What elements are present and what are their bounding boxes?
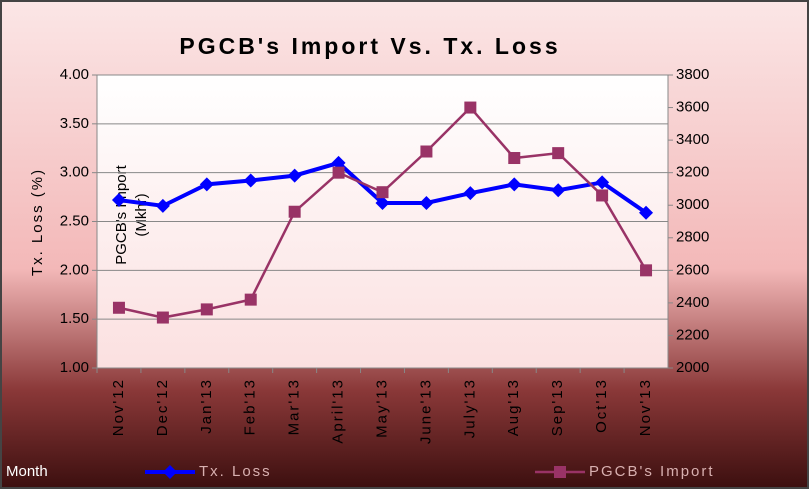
point xyxy=(155,198,170,213)
y-tick-label: 4.00 xyxy=(60,66,89,83)
y2-tick-label: 3000 xyxy=(676,196,709,213)
point xyxy=(508,152,521,165)
point xyxy=(464,101,477,114)
x-tick-label: Aug'13 xyxy=(505,378,522,436)
x-tick-label: Mar'13 xyxy=(286,378,303,435)
point xyxy=(419,195,434,210)
y2-tick-label: 2400 xyxy=(676,294,709,311)
y2-tick-label: 2200 xyxy=(676,326,709,343)
point xyxy=(551,183,566,198)
x-tick-label: Sep'13 xyxy=(549,378,566,436)
x-tick-label: June'13 xyxy=(417,378,434,444)
y-tick-label: 2.00 xyxy=(60,261,89,278)
point xyxy=(243,173,258,188)
x-axis-title: Month xyxy=(6,463,48,480)
y2-tick-label: 3400 xyxy=(676,131,709,148)
series xyxy=(112,101,653,324)
point xyxy=(463,186,478,201)
y2-axis-title: (Mkhr) xyxy=(133,193,150,236)
point xyxy=(420,145,433,158)
point xyxy=(331,155,346,170)
point xyxy=(639,205,654,220)
point xyxy=(595,175,610,190)
y-tick-label: 1.50 xyxy=(60,310,89,327)
point xyxy=(200,303,213,316)
y-tick-label: 3.00 xyxy=(60,164,89,181)
y2-tick-label: 2800 xyxy=(676,229,709,246)
point xyxy=(287,168,302,183)
y2-tick-label: 2600 xyxy=(676,261,709,278)
y-tick-label: 1.00 xyxy=(60,359,89,376)
x-tick-label: Jan'13 xyxy=(198,378,215,434)
y-tick-label: 2.50 xyxy=(60,212,89,229)
legend-marker xyxy=(554,466,566,478)
legend-marker xyxy=(163,465,177,479)
point xyxy=(552,147,565,160)
x-tick-label: Nov'12 xyxy=(110,378,127,436)
x-tick-label: Feb'13 xyxy=(242,378,259,435)
y2-tick-label: 3800 xyxy=(676,66,709,83)
point xyxy=(112,301,125,314)
x-tick-label: Oct'13 xyxy=(593,378,610,433)
legend-label: PGCB's Import xyxy=(589,463,715,480)
point xyxy=(596,189,609,202)
y-tick-label: 3.50 xyxy=(60,115,89,132)
x-tick-label: Dec'12 xyxy=(154,378,171,436)
point xyxy=(199,177,214,192)
point xyxy=(111,193,126,208)
x-tick-label: July'13 xyxy=(461,378,478,438)
x-tick-label: Nov'13 xyxy=(637,378,654,436)
legend: Tx. Loss PGCB's Import xyxy=(145,463,715,480)
x-tick-label: April'13 xyxy=(330,378,347,444)
point xyxy=(332,166,345,179)
y2-axis-title: PGCB's Import xyxy=(113,164,130,264)
x-tick-label: May'13 xyxy=(373,378,390,438)
point xyxy=(288,205,301,218)
point xyxy=(244,293,257,306)
point xyxy=(156,311,169,324)
y2-tick-label: 2000 xyxy=(676,359,709,376)
legend-label: Tx. Loss xyxy=(199,463,272,480)
series xyxy=(111,155,654,220)
y2-tick-label: 3600 xyxy=(676,99,709,116)
point xyxy=(507,177,522,192)
point xyxy=(375,195,390,210)
y-axis-title: Tx. Loss (%) xyxy=(29,168,46,276)
chart-title: PGCB's Import Vs. Tx. Loss xyxy=(179,33,560,59)
point xyxy=(640,264,653,277)
y2-tick-label: 3200 xyxy=(676,164,709,181)
point xyxy=(376,186,389,199)
